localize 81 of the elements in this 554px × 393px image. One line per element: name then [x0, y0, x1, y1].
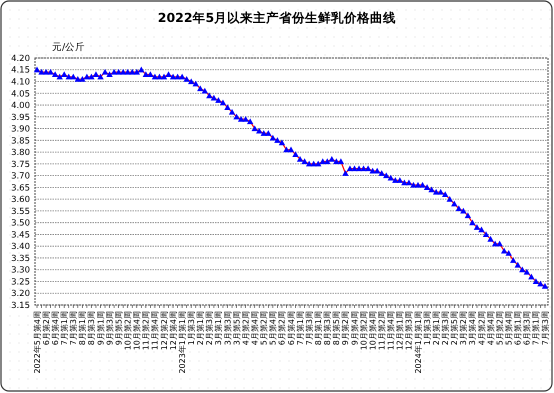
x-tick-label: 9月第3周 [105, 311, 114, 346]
x-tick-label: 10月第4周 [368, 311, 378, 350]
x-tick-label: 4月第2周 [477, 311, 486, 346]
chart-title: 2022年5月以来主产省份生鲜乳价格曲线 [158, 10, 396, 25]
x-tick-label: 9月第5周 [114, 311, 124, 346]
x-tick-label: 3月第5周 [232, 311, 242, 346]
x-tick-label: 2月第3周 [205, 311, 214, 346]
x-tick-label: 11月第4周 [150, 311, 160, 350]
x-tick-label: 6月第2周 [42, 311, 51, 346]
y-tick-label: 4.10 [11, 78, 30, 88]
x-tick-label: 6月第4周 [286, 311, 296, 346]
x-tick-label: 1月第3周 [422, 311, 432, 346]
y-tick-label: 3.40 [11, 242, 30, 252]
x-tick-label: 10月第2周 [359, 311, 368, 350]
x-tick-label: 12月第1周 [396, 311, 405, 350]
y-axis-title: 元/公斤 [52, 41, 86, 53]
x-tick-label: 11月第2周 [142, 311, 151, 350]
x-tick-label: 7月第1周 [60, 311, 70, 346]
x-tick-label: 8月第1周 [78, 311, 88, 346]
y-tick-label: 3.30 [11, 266, 30, 276]
x-tick-label: 12月第3周 [404, 311, 414, 350]
y-tick-label: 3.15 [11, 300, 30, 311]
x-tick-label: 4月第4周 [250, 311, 260, 346]
x-tick-label: 5月第2周 [495, 311, 504, 346]
x-tick-label: 2月第3周 [441, 311, 450, 346]
x-tick-label: 2022年5月第4周 [32, 311, 42, 374]
x-tick-label: 12月第4周 [168, 311, 178, 350]
y-tick-label: 3.75 [11, 160, 30, 170]
x-tick-label: 6月第1周 [514, 311, 523, 346]
x-tick-label: 5月第2周 [260, 311, 269, 346]
y-tick-label: 3.25 [11, 277, 30, 288]
y-tick-label: 3.85 [11, 136, 30, 146]
y-tick-label: 3.20 [11, 289, 30, 300]
x-tick-label: 2月第1周 [196, 311, 206, 346]
x-tick-label: 3月第1周 [214, 311, 224, 346]
y-tick-label: 3.45 [11, 230, 30, 240]
y-tick-label: 3.35 [11, 254, 30, 264]
x-tick-label: 5月第4周 [504, 311, 514, 346]
y-tick-label: 4.20 [11, 54, 30, 64]
x-tick-label: 4月第4周 [486, 311, 496, 346]
y-tick-label: 3.95 [11, 112, 30, 123]
x-tick-label: 6月第4周 [50, 311, 60, 346]
x-tick-label: 7月第3周 [69, 311, 78, 346]
x-tick-label: 7月第3周 [304, 311, 314, 346]
x-tick-label: 2月第1周 [432, 311, 441, 346]
y-tick-label: 3.65 [11, 183, 30, 194]
x-tick-label: 9月第2周 [341, 311, 350, 346]
x-tick-label: 6月第2周 [278, 311, 287, 346]
x-tick-label: 7月第1周 [532, 311, 541, 346]
y-tick-label: 3.70 [11, 172, 30, 182]
x-tick-label: 8月第3周 [87, 311, 96, 346]
x-tick-label: 7月第3周 [540, 311, 550, 346]
x-tick-label: 3月第3周 [223, 311, 232, 346]
x-tick-label: 8月第3周 [323, 311, 332, 346]
x-tick-label: 5月第4周 [268, 311, 278, 346]
y-tick-label: 4.00 [11, 101, 30, 112]
x-tick-label: 11月第2周 [378, 311, 387, 350]
x-tick-label: 12月第2周 [160, 311, 169, 350]
x-tick-label: 11月第4周 [386, 311, 396, 350]
x-tick-label: 3月第4周 [468, 311, 478, 346]
x-tick-label: 3月第2周 [459, 311, 468, 346]
x-tick-label: 4月第2周 [241, 311, 250, 346]
x-tick-label: 7月第1周 [296, 311, 305, 346]
x-tick-label: 10月第4周 [132, 311, 142, 350]
x-tick-label: 1月第3周 [187, 311, 196, 346]
x-tick-label: 9月第1周 [96, 311, 106, 346]
x-tick-label: 2023年1月第1周 [178, 311, 187, 374]
x-tick-label: 9月第4周 [350, 311, 360, 346]
x-tick-label: 2月第5周 [450, 311, 460, 346]
y-tick-label: 3.80 [11, 148, 30, 158]
y-tick-label: 3.90 [11, 124, 30, 135]
x-tick-label: 8月第5周 [332, 311, 342, 346]
y-tick-label: 4.15 [11, 66, 30, 76]
x-tick-label: 8月第1周 [314, 311, 324, 346]
x-tick-label: 2024年1月第1周 [414, 311, 423, 374]
x-tick-label: 10月第2周 [124, 311, 133, 350]
x-tick-label: 6月第3周 [522, 311, 532, 346]
y-tick-label: 3.60 [11, 195, 30, 206]
y-tick-label: 3.50 [11, 218, 30, 229]
y-tick-label: 4.05 [11, 89, 30, 100]
y-tick-label: 3.55 [11, 206, 30, 217]
